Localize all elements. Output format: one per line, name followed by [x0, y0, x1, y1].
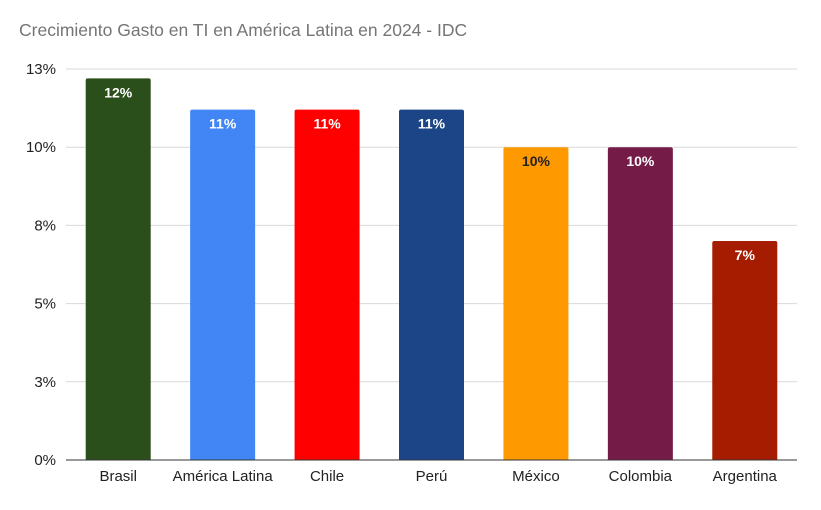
- y-tick-label: 5%: [34, 296, 56, 313]
- data-label: 11%: [313, 116, 341, 132]
- bar-m-xico: [503, 147, 569, 460]
- x-category-label: México: [512, 468, 560, 485]
- y-tick-label: 10%: [26, 139, 56, 156]
- data-label: 10%: [626, 153, 655, 169]
- y-tick-label: 3%: [34, 374, 56, 391]
- data-label: 11%: [418, 116, 446, 132]
- y-tick-label: 13%: [26, 61, 56, 78]
- data-label: 11%: [209, 116, 237, 132]
- chart-title: Crecimiento Gasto en TI en América Latin…: [19, 20, 468, 40]
- bar-argentina: [712, 241, 778, 460]
- x-category-label: Chile: [310, 468, 344, 485]
- y-tick-label: 8%: [34, 217, 56, 234]
- bar-per-: [399, 109, 464, 460]
- x-axis-category-labels: Brasil América Latina Chile Perú México Colom…: [99, 468, 777, 485]
- y-tick-label: 0%: [34, 452, 56, 469]
- data-label: 10%: [522, 153, 551, 169]
- x-category-label: Brasil: [99, 468, 137, 485]
- bar-chile: [294, 109, 360, 460]
- bar-colombia: [607, 147, 673, 460]
- bars: [85, 78, 778, 460]
- x-category-label: Argentina: [713, 468, 778, 485]
- x-category-label: Colombia: [609, 468, 673, 485]
- data-label: 7%: [735, 247, 756, 263]
- x-category-label: Perú: [416, 468, 448, 485]
- x-category-label: América Latina: [173, 468, 274, 485]
- bar-am-rica-latina: [190, 109, 256, 460]
- y-axis-tick-labels: 0% 3% 5% 8% 10% 13%: [26, 61, 56, 469]
- data-label: 12%: [104, 84, 133, 100]
- data-labels: 12% 11% 11% 11% 10% 10% 7%: [104, 84, 755, 263]
- bar-brasil: [85, 78, 151, 460]
